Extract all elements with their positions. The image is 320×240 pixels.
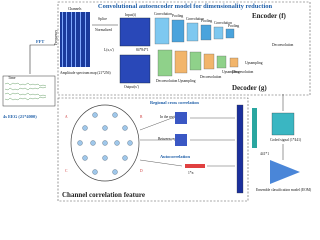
decoder-label: Decoder (g): [232, 84, 267, 92]
decoder-op: Deconvolution: [272, 43, 294, 47]
between-region-matrix: [175, 134, 187, 146]
output-label: Output(x'): [124, 85, 140, 89]
decoder-op: Deconvolution: [200, 75, 222, 79]
input-label: Input(i): [125, 13, 137, 17]
spectrum-caption: Amplitude spectrum map (21*256): [60, 71, 111, 75]
decoder-op: Upsampling: [245, 61, 263, 65]
classifier-label: Ensemble classification model (EOM): [256, 188, 312, 192]
encoder-op: Pooling: [172, 14, 183, 18]
output-image: [119, 54, 151, 84]
time-label: Time: [8, 76, 16, 80]
correlation-frame: [57, 97, 249, 202]
decoder-op: Deconvolution: [232, 70, 254, 74]
decoder-op: Deconvolution: [156, 79, 178, 83]
diagram: Convolutional autoencoder model for dime…: [2, 1, 312, 202]
autoencoder-frame: [57, 1, 311, 96]
auto-vector: [185, 164, 205, 168]
encoder-label: Encoder (f): [252, 12, 287, 20]
frequency-label: Frequency: [54, 30, 58, 45]
encoder-op: Pooling: [201, 19, 212, 23]
auto-label: Autocorrelation: [160, 154, 190, 159]
fft-arrow: [29, 44, 55, 74]
spectrum-stripes: [62, 12, 86, 67]
encoder-op: Pooling: [228, 24, 239, 28]
output-vector: [252, 108, 257, 148]
decoder-blocks: [157, 49, 239, 77]
region-label: A: [65, 115, 68, 119]
loss-label: L(x,x'): [104, 48, 115, 53]
size-label: 84*84*1: [136, 48, 149, 52]
coded-label: Coded signal (1*441): [270, 138, 302, 142]
input-image: [119, 17, 151, 47]
decoder-op: Upsampling: [222, 70, 240, 74]
fft-label: FFT: [36, 39, 44, 44]
arrows: [139, 117, 235, 167]
feature-vector: [236, 104, 244, 194]
eeg-caption: 4s EEG (21*4000): [3, 114, 37, 119]
decoder-op: Upsampling: [178, 79, 196, 83]
region-label: B: [140, 115, 143, 119]
eeg-box: [2, 75, 56, 107]
cross-label: Regional cross correlation: [150, 100, 199, 105]
encoder-blocks: [154, 17, 235, 45]
encoder-op: Convolution: [154, 12, 172, 16]
electrodes: [77, 112, 133, 175]
between-region: Between region: [158, 137, 181, 141]
coded-signal: [271, 112, 295, 136]
vector-size: 441*1: [260, 152, 269, 156]
region-label: C: [65, 169, 68, 173]
vector-label: 1*n: [188, 171, 194, 175]
title: Convolutional autoencoder model for dime…: [98, 3, 273, 10]
region-label: D: [140, 169, 143, 173]
encoder-op: Convolution: [186, 17, 204, 21]
in-region: In the region: [160, 115, 179, 119]
classifier-triangle: [270, 160, 300, 184]
in-region-matrix: [175, 112, 187, 124]
correlation-title: Channel correlation feature: [62, 191, 145, 199]
encoder-op: Convolution: [214, 21, 232, 25]
splice: Splice: [98, 17, 107, 21]
normalized: Normalized: [95, 28, 112, 32]
eeg-waves: [4, 82, 47, 101]
channels-label: Channels: [68, 7, 82, 11]
